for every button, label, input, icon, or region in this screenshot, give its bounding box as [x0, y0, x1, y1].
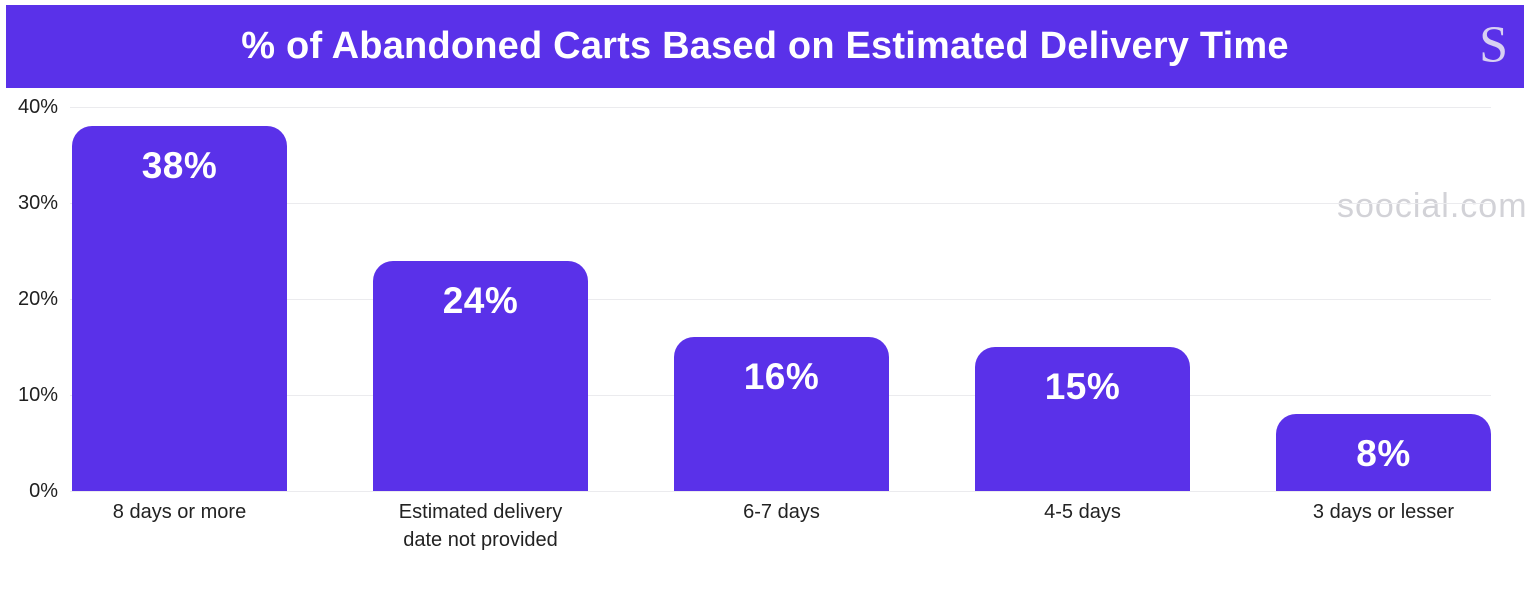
bar: 38% [72, 126, 287, 491]
bar: 8% [1276, 414, 1491, 491]
chart-header: % of Abandoned Carts Based on Estimated … [6, 5, 1524, 88]
x-tick-label: 3 days or lesser [1312, 501, 1455, 523]
y-axis: 0% 10% 20% 30% 40% [0, 96, 58, 502]
bar-value-label: 38% [141, 145, 218, 187]
x-tick-label: 8 days or more [112, 501, 247, 523]
y-tick-label: 0% [29, 480, 58, 502]
bar-value-label: 16% [743, 356, 820, 398]
y-tick-label: 30% [17, 192, 58, 214]
y-tick-label: 40% [17, 96, 58, 118]
y-tick-label: 10% [17, 384, 58, 406]
gridline [70, 106, 1491, 108]
gridline [70, 298, 1491, 300]
gridline [70, 202, 1491, 204]
watermark: soocial.com [1337, 187, 1528, 225]
x-axis: 8 days or more Estimated delivery date no… [70, 498, 1491, 588]
bar-value-label: 15% [1044, 366, 1121, 407]
plot-area: 38% 24% 16% 15% 8% [70, 106, 1491, 492]
bar: 15% [975, 347, 1190, 491]
chart-title: % of Abandoned Carts Based on Estimated … [241, 25, 1289, 67]
x-tick-label: Estimated delivery date not provided [398, 501, 563, 551]
bar-value-label: 24% [442, 279, 519, 321]
bar-value-label: 8% [1356, 433, 1411, 475]
gridline [70, 490, 1491, 492]
brand-logo-s-icon: S [1479, 16, 1508, 74]
x-tick-label: 4-5 days [1044, 501, 1121, 523]
y-tick-label: 20% [17, 288, 58, 310]
bar: 16% [674, 337, 889, 491]
x-tick-label: 6-7 days [743, 501, 820, 523]
bar: 24% [373, 260, 588, 491]
